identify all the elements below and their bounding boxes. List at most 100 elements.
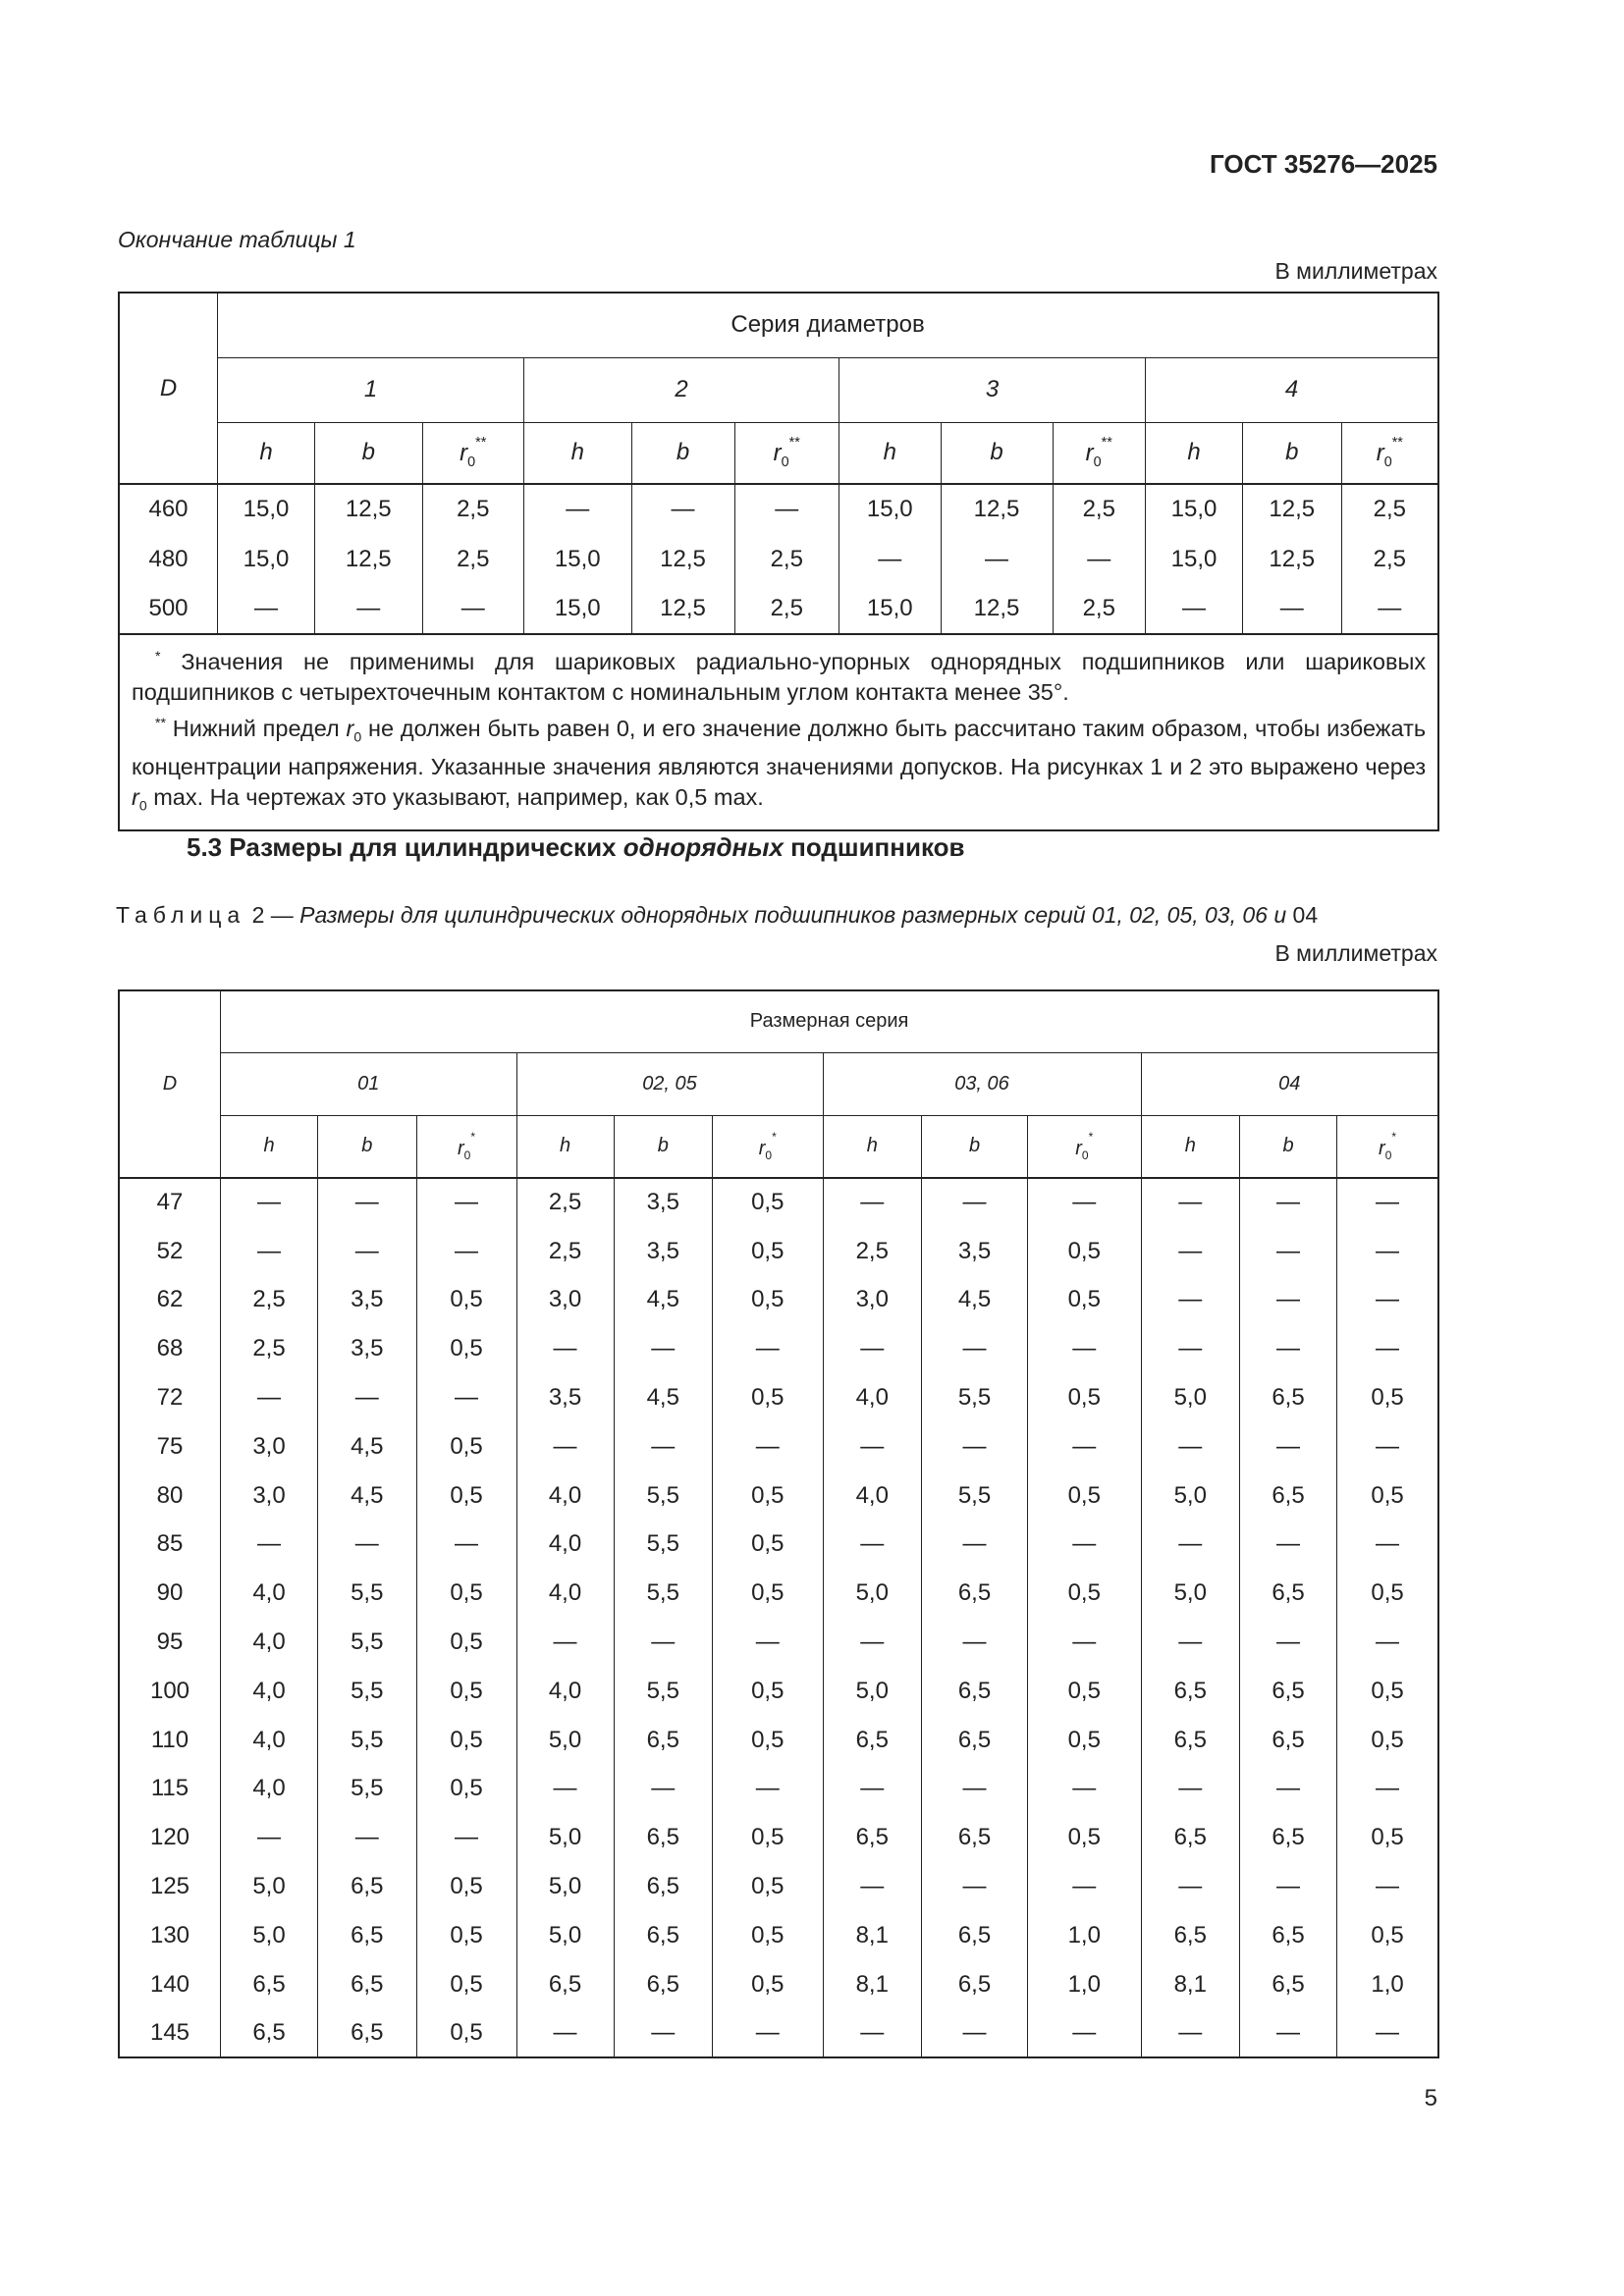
- table-1: D Серия диаметров 1 2 3 4 h b r0** h b r0** h b r0** h b…: [118, 292, 1440, 832]
- cell: 3,5: [921, 1226, 1028, 1276]
- footnote-row: * Значения не применимы для шариковых ра…: [118, 632, 1439, 831]
- cell: 6,5: [613, 1959, 713, 2009]
- cell: —: [921, 1862, 1028, 1911]
- cell: 6,5: [1239, 1373, 1337, 1422]
- row-header: 72: [118, 1373, 221, 1422]
- section-heading: 5.3 Размеры для цилиндрических однорядны…: [187, 832, 964, 863]
- data-row: 95 4,0 5,5 0,5— — — — — — — — —: [118, 1618, 1439, 1667]
- footnote: * Значения не применимы для шариковых ра…: [132, 641, 1426, 708]
- cell: —: [1239, 1177, 1337, 1227]
- cell: 15,0: [839, 483, 942, 534]
- cell: —: [314, 584, 423, 635]
- symbol: h: [866, 1135, 878, 1157]
- subscript: 0: [1384, 1148, 1392, 1163]
- page-number: 5: [1424, 2085, 1437, 2111]
- cell: 5,5: [921, 1373, 1028, 1422]
- cell: —: [317, 1177, 417, 1227]
- superscript: **: [475, 435, 487, 452]
- doc-id: ГОСТ 35276—2025: [1210, 149, 1437, 179]
- cell: 6,5: [317, 1862, 417, 1911]
- cell: —: [1140, 1618, 1240, 1667]
- cell: —: [1336, 1618, 1439, 1667]
- row-header: 75: [118, 1421, 221, 1471]
- cell: —: [712, 1618, 824, 1667]
- cell: —: [1239, 1324, 1337, 1374]
- cell: —: [1336, 1324, 1439, 1374]
- cell: 6,5: [613, 1813, 713, 1863]
- cell: 3,5: [515, 1373, 615, 1422]
- cell: 6,5: [822, 1813, 922, 1863]
- cell: —: [220, 1520, 318, 1570]
- symbol: b: [1285, 439, 1299, 466]
- subscript: 0: [765, 1148, 773, 1163]
- cell: —: [1140, 1520, 1240, 1570]
- row-header: 100: [118, 1666, 221, 1716]
- cell: 3,5: [613, 1226, 713, 1276]
- cell: —: [1140, 1324, 1240, 1374]
- group-header: 2: [523, 356, 839, 423]
- cell: —: [1140, 2008, 1240, 2059]
- cell: 0,5: [712, 1275, 824, 1325]
- cell: 5,0: [1140, 1569, 1240, 1619]
- cell: 0,5: [1336, 1470, 1439, 1521]
- symbol: b: [990, 439, 1003, 466]
- text: max. На чертежах это указывают, например…: [146, 784, 764, 811]
- cell: —: [1239, 1520, 1337, 1570]
- cell: 3,0: [220, 1470, 318, 1521]
- subcolumn-header: b: [317, 1114, 417, 1179]
- cell: 5,5: [317, 1569, 417, 1619]
- cell: 4,0: [822, 1373, 922, 1422]
- row-header: 120: [118, 1813, 221, 1863]
- cell: 3,5: [317, 1324, 417, 1374]
- cell: 15,0: [1145, 483, 1243, 534]
- cell: —: [415, 1813, 517, 1863]
- cell: —: [515, 1324, 615, 1374]
- cell: 5,0: [515, 1813, 615, 1863]
- cell: —: [515, 2008, 615, 2059]
- cell: 0,5: [1027, 1226, 1142, 1276]
- symbol: h: [883, 439, 896, 466]
- subcolumn-header: b: [613, 1114, 713, 1179]
- cell: 0,5: [712, 1959, 824, 2009]
- cell: 5,0: [1140, 1470, 1240, 1521]
- cell: —: [317, 1373, 417, 1422]
- cell: 0,5: [1027, 1813, 1142, 1863]
- header-row: D Размерная серия: [118, 989, 1439, 1179]
- cell: 0,5: [712, 1373, 824, 1422]
- cell: 0,5: [415, 1569, 517, 1619]
- text: подшипников: [783, 832, 965, 862]
- group-title: Размерная серия: [220, 989, 1439, 1053]
- row-header: 47: [118, 1177, 221, 1227]
- cell: 4,0: [515, 1470, 615, 1521]
- cell: 6,5: [921, 1666, 1028, 1716]
- cell: —: [415, 1373, 517, 1422]
- cell: —: [415, 1520, 517, 1570]
- cell: 0,5: [415, 1324, 517, 1374]
- symbol: h: [559, 1135, 571, 1157]
- cell: —: [1027, 1177, 1142, 1227]
- cell: 5,0: [822, 1569, 922, 1619]
- column-header: D: [118, 989, 221, 1179]
- data-row: 115 4,0 5,5 0,5— — — — — — — — —: [118, 1764, 1439, 1814]
- cell: 12,5: [1242, 534, 1342, 584]
- cell: —: [1027, 1421, 1142, 1471]
- data-row: 100 4,0 5,5 0,5 4,0 5,5 0,5 5,0 6,5 0,5 6,5 6,5 0,5: [118, 1666, 1439, 1716]
- cell: —: [515, 1421, 615, 1471]
- cell: 0,5: [1336, 1569, 1439, 1619]
- cell: —: [712, 2008, 824, 2059]
- cell: —: [822, 1618, 922, 1667]
- cell: 6,5: [921, 1715, 1028, 1765]
- symbol: h: [259, 439, 273, 466]
- cell: 0,5: [712, 1470, 824, 1521]
- emphasis: однорядных: [623, 832, 784, 862]
- cell: —: [613, 1618, 713, 1667]
- cell: 2,5: [1052, 483, 1146, 534]
- subscript: 0: [781, 454, 789, 471]
- cell: 4,0: [220, 1666, 318, 1716]
- symbol: h: [1184, 1135, 1196, 1157]
- cell: 5,0: [220, 1862, 318, 1911]
- cell: 6,5: [1239, 1910, 1337, 1960]
- cell: —: [1340, 584, 1439, 635]
- symbol: b: [1282, 1135, 1294, 1157]
- cell: 2,5: [421, 534, 524, 584]
